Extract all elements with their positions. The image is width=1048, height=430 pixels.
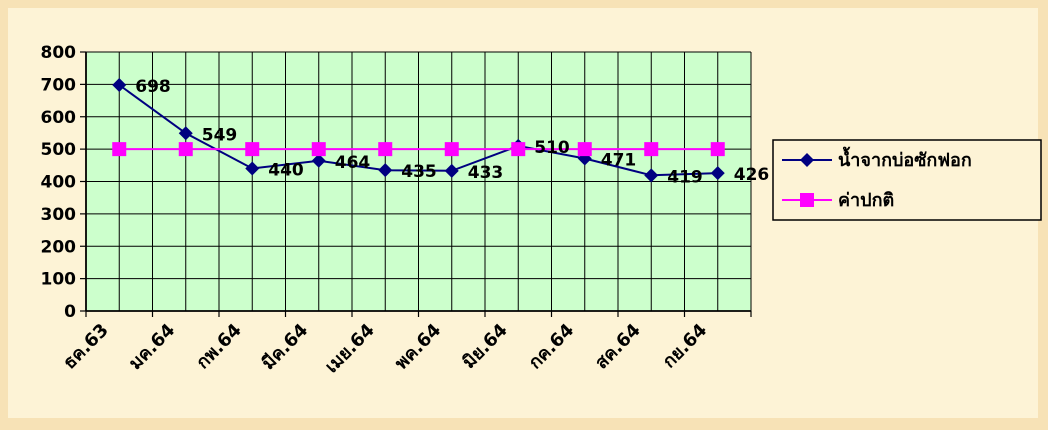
legend-label-series-2: ค่าปกติ: [838, 190, 894, 211]
data-point: [444, 163, 459, 178]
data-label: 471: [601, 151, 637, 171]
y-tick-label: 700: [41, 75, 77, 95]
legend-label-series-1: น้ำจากบ่อซักฟอก: [838, 146, 972, 171]
data-label: 419: [667, 167, 703, 187]
series-line-1: [118, 84, 718, 177]
data-point: [577, 142, 592, 157]
y-tick-label: 100: [41, 270, 77, 290]
data-point: [378, 142, 393, 157]
legend-marker-series-1: [800, 153, 814, 167]
data-point: [178, 126, 193, 141]
data-label: 435: [401, 162, 437, 182]
data-point: [112, 142, 127, 157]
y-tick-label: 800: [41, 43, 77, 63]
y-tick-label: 300: [41, 205, 77, 225]
data-label: 698: [135, 77, 171, 97]
data-point: [511, 142, 526, 157]
y-tick-label: 200: [41, 237, 77, 257]
y-tick-label: 400: [41, 173, 77, 193]
legend: น้ำจากบ่อซักฟอก ค่าปกติ: [772, 139, 1042, 221]
data-point: [710, 142, 725, 157]
legend-marker-series-2: [800, 193, 814, 207]
data-point: [112, 78, 127, 93]
y-tick-label: 500: [41, 140, 77, 160]
data-point: [178, 142, 193, 157]
data-point: [710, 166, 725, 181]
data-label: 510: [534, 138, 570, 158]
data-point: [644, 142, 659, 157]
data-point: [444, 142, 459, 157]
data-point: [311, 142, 326, 157]
data-point: [245, 161, 260, 176]
data-point: [644, 168, 659, 183]
data-label: 426: [734, 165, 770, 185]
y-tick-label: 0: [64, 302, 76, 322]
data-point: [311, 153, 326, 168]
data-label: 440: [268, 161, 304, 181]
data-point: [378, 163, 393, 178]
data-label: 433: [468, 163, 504, 183]
data-label: 549: [202, 125, 238, 145]
legend-box: [772, 139, 1042, 221]
data-label: 464: [335, 153, 371, 173]
data-point: [245, 142, 260, 157]
y-tick-label: 600: [41, 108, 77, 128]
